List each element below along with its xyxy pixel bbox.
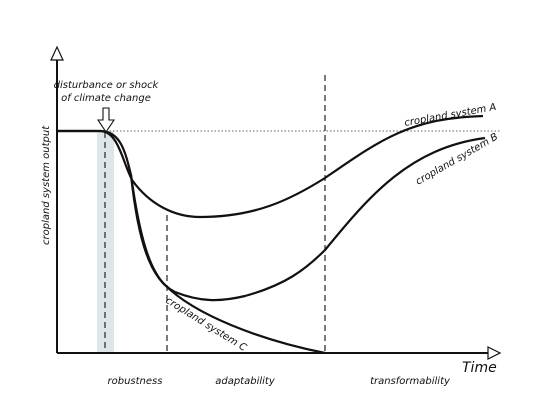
curve-b <box>57 129 486 302</box>
phase-label: adaptability <box>215 376 276 387</box>
y-label: cropland system output <box>41 125 52 245</box>
curve-label: cropland system B <box>414 131 500 187</box>
x-label: Time <box>462 360 497 376</box>
annotation: disturbance or shock <box>54 80 160 91</box>
x-arrow <box>487 346 502 360</box>
y-arrow <box>50 45 64 61</box>
annotation: of climate change <box>61 93 151 104</box>
curve-label: cropland system A <box>404 102 498 129</box>
curve-c <box>129 174 326 355</box>
phase-label: transformability <box>370 376 451 387</box>
shock-arrow <box>96 107 116 133</box>
curve-label: cropland system C <box>163 295 248 354</box>
phase-label: robustness <box>108 376 163 387</box>
curve-a <box>57 114 484 219</box>
